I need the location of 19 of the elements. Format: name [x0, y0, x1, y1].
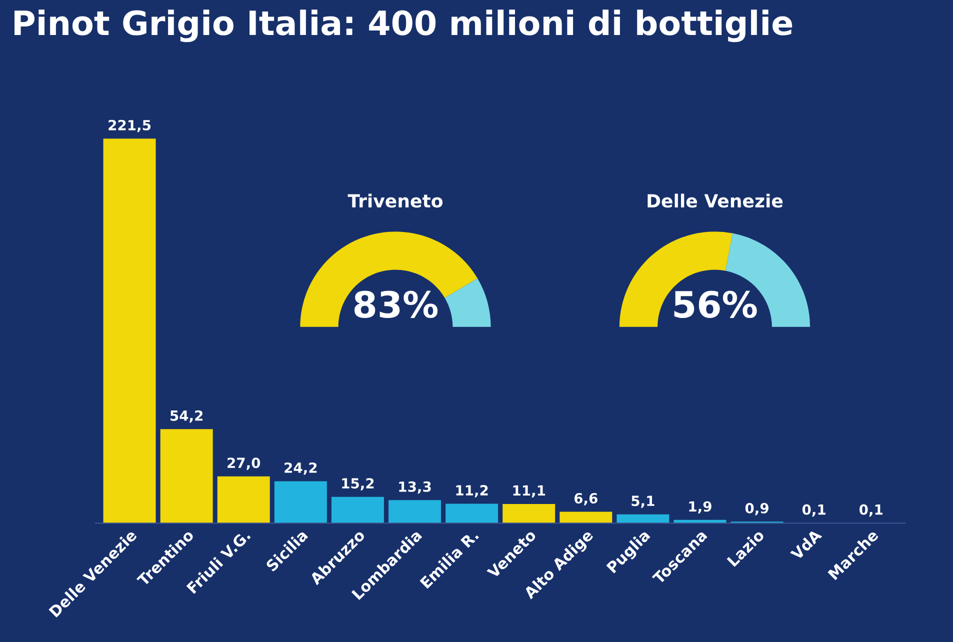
data-label: 1,9: [689, 501, 712, 514]
data-label: 5,1: [632, 496, 654, 508]
chart-title: Pinot Grigio Italia: 400 milioni di bottiglie: [14, 10, 792, 42]
data-label: 221,5: [108, 120, 151, 132]
data-label: 15,2: [342, 478, 374, 490]
data-label: 6,6: [574, 493, 598, 506]
data-label: 0,1: [859, 504, 882, 517]
data-label: 11,2: [456, 485, 488, 498]
data-label: 0,1: [802, 504, 826, 517]
data-label: 24,2: [284, 462, 317, 475]
data-label: 13,3: [399, 481, 431, 494]
data-label: 11,1: [513, 485, 546, 498]
data-label: 56%: [674, 290, 757, 318]
chart-title: Delle Venezie: [648, 194, 783, 208]
data-label: 54,2: [170, 410, 202, 423]
data-label: 0,9: [745, 502, 768, 516]
chart-title: Triveneto: [348, 194, 443, 208]
data-label: 27,0: [228, 458, 260, 470]
data-label: 83%: [354, 290, 438, 318]
